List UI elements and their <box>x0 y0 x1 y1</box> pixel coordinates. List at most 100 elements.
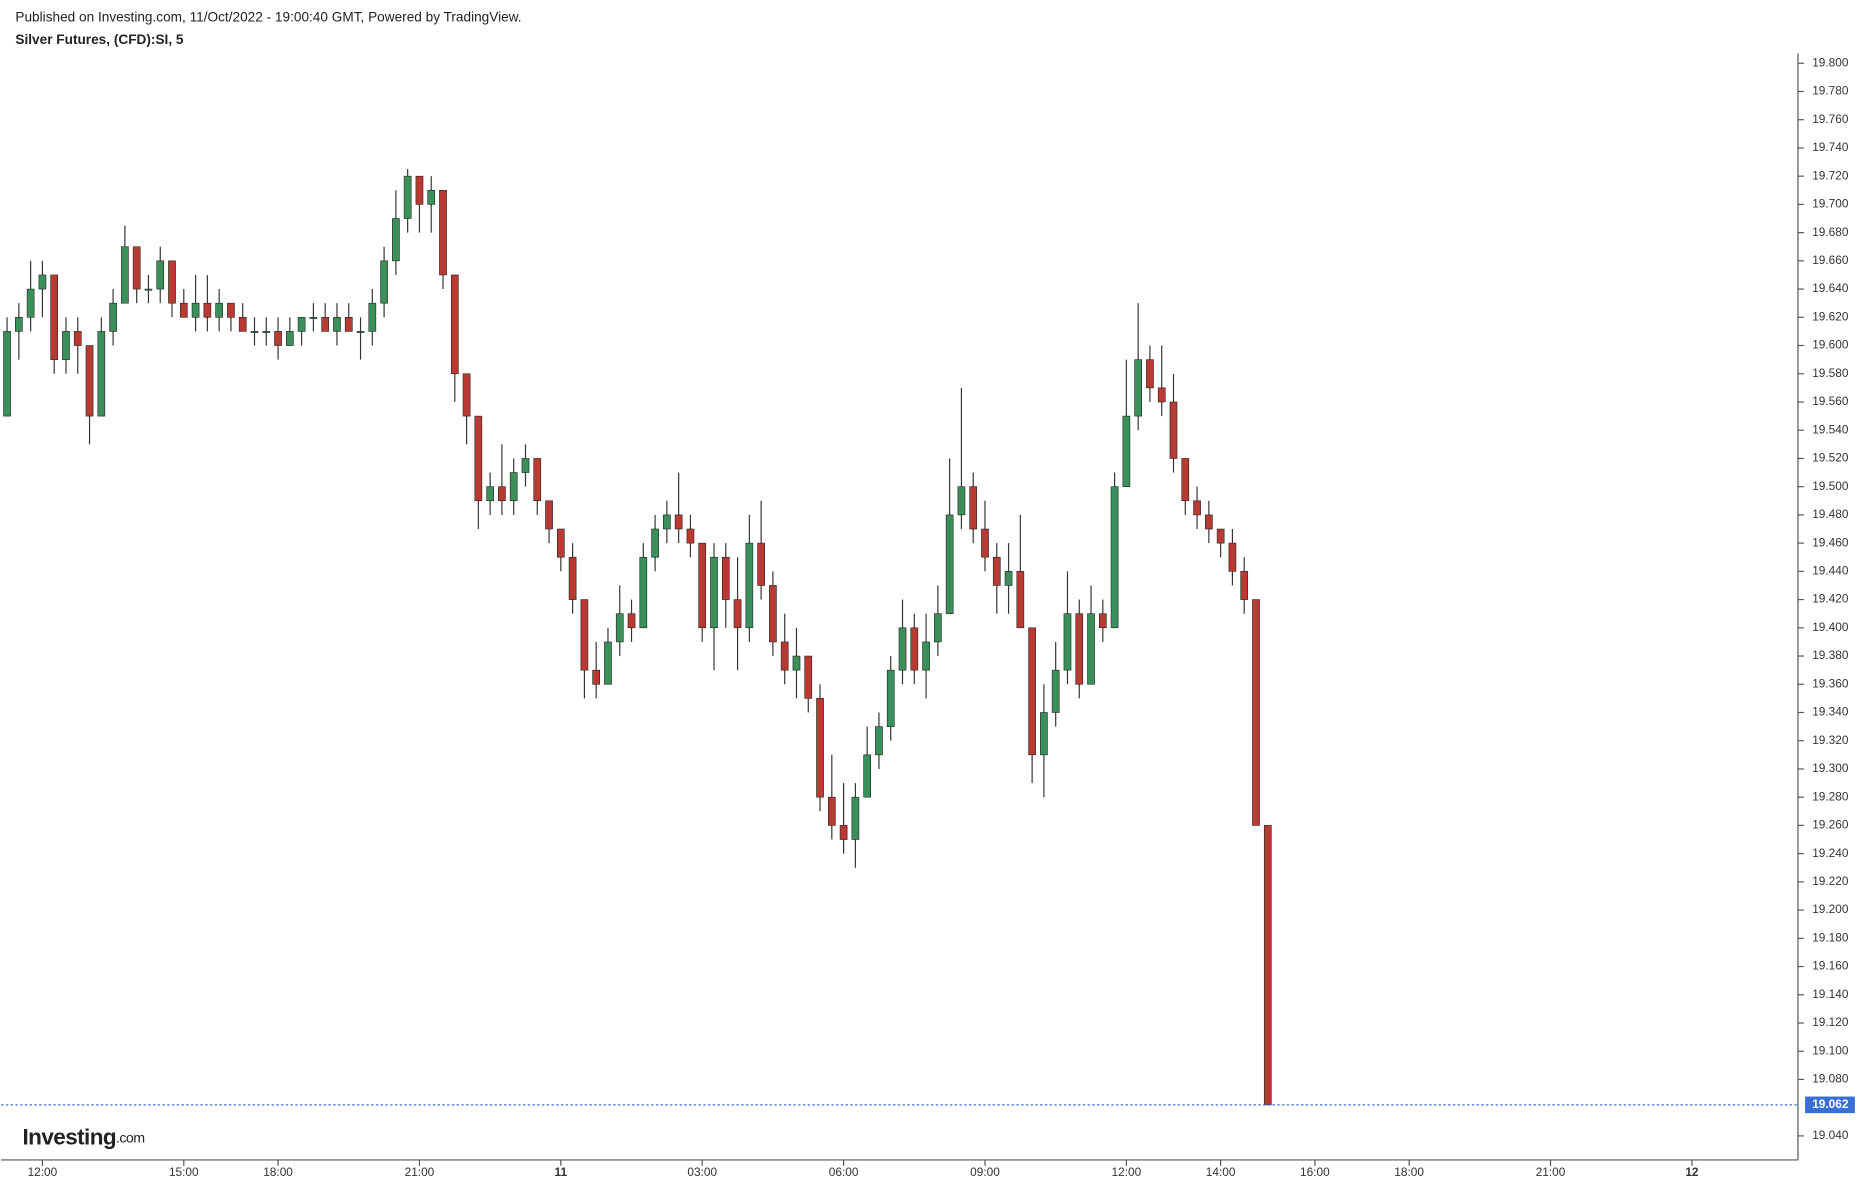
y-tick-label: 19.600 <box>1812 338 1849 352</box>
candle-body <box>757 542 765 586</box>
candle-body <box>450 274 459 375</box>
candle-body <box>250 331 259 333</box>
candle-body <box>1122 415 1131 487</box>
candle-body <box>674 514 683 530</box>
candle-body <box>62 331 70 360</box>
candle-body <box>1016 571 1025 629</box>
y-tick-label: 19.200 <box>1812 902 1849 916</box>
y-tick-label: 19.580 <box>1812 366 1849 380</box>
candle-body <box>109 302 117 332</box>
candle-body <box>309 317 318 319</box>
candle-body <box>957 486 966 516</box>
candle-body <box>1240 571 1249 600</box>
candle-body <box>462 373 471 417</box>
candle-body <box>627 613 636 629</box>
candle-body <box>686 528 695 544</box>
y-tick-label: 19.080 <box>1812 1072 1849 1086</box>
y-tick-label: 19.220 <box>1812 874 1849 888</box>
candle-body <box>97 331 106 417</box>
candle-body <box>557 528 565 558</box>
candle-body <box>969 486 978 530</box>
candle-body <box>274 331 282 346</box>
candle-body <box>1134 359 1142 417</box>
candle-body <box>981 528 989 558</box>
x-tick-label: 15:00 <box>169 1165 199 1179</box>
y-tick-label: 19.400 <box>1812 620 1849 634</box>
candle-body <box>1228 542 1237 572</box>
candle-body <box>1063 613 1072 671</box>
x-tick-label: 09:00 <box>970 1165 1000 1179</box>
x-tick-label: 18:00 <box>1394 1165 1424 1179</box>
x-tick-label: 03:00 <box>687 1165 717 1179</box>
candle-body <box>144 288 153 291</box>
candle-body <box>804 655 813 699</box>
candle-body <box>38 274 47 290</box>
logo-suffix: .com <box>116 1130 144 1146</box>
candle-body <box>545 500 553 530</box>
y-tick-label: 19.360 <box>1812 676 1849 690</box>
y-tick-label: 19.520 <box>1812 451 1849 465</box>
chart-title: Silver Futures, (CFD):SI, 5 <box>15 32 183 47</box>
candle-body <box>1193 500 1201 516</box>
candle-body <box>168 260 176 304</box>
candle-body <box>1075 613 1084 685</box>
candle-body <box>392 218 400 262</box>
candle-body <box>639 556 648 629</box>
candle-body <box>474 415 483 502</box>
candle-body <box>203 302 212 318</box>
candle-body <box>521 458 530 473</box>
candle-body <box>651 528 659 558</box>
y-tick-label: 19.500 <box>1812 479 1849 493</box>
candle-body <box>1263 825 1272 1106</box>
y-tick-label: 19.460 <box>1812 535 1849 549</box>
candle-body <box>851 796 860 840</box>
candle-body <box>1205 514 1213 530</box>
x-tick-label: 18:00 <box>263 1165 293 1179</box>
candle-body <box>1110 486 1119 629</box>
candle-body <box>898 627 907 671</box>
candle-body <box>568 556 577 600</box>
candle-body <box>15 317 23 332</box>
candle-body <box>344 317 353 332</box>
candle-body <box>1098 613 1107 629</box>
candle-body <box>769 585 777 643</box>
candle-body <box>85 345 94 417</box>
candle-body <box>1051 669 1060 713</box>
candle-body <box>615 613 624 643</box>
candle-body <box>863 754 872 798</box>
y-tick-label: 19.760 <box>1812 112 1849 126</box>
candle-body <box>1216 528 1225 544</box>
x-tick-label: 11 <box>555 1165 568 1179</box>
candle-body <box>50 274 59 360</box>
last-price-label: 19.062 <box>1812 1097 1849 1111</box>
candle-body <box>238 317 247 332</box>
candle-body <box>934 613 942 643</box>
candle-body <box>368 302 377 332</box>
published-note: Published on Investing.com, 11/Oct/2022 … <box>15 9 521 24</box>
candle-body <box>26 288 35 318</box>
y-tick-label: 19.680 <box>1812 225 1849 239</box>
y-tick-label: 19.560 <box>1812 394 1849 408</box>
candle-body <box>1146 359 1154 389</box>
candle-body <box>698 542 707 629</box>
candle-body <box>1181 458 1190 502</box>
candle-body <box>156 260 165 290</box>
candle-body <box>227 302 235 318</box>
candle-body <box>380 260 388 304</box>
candle-body <box>816 698 824 798</box>
candle-body <box>922 641 930 671</box>
y-tick-label: 19.420 <box>1812 592 1849 606</box>
candle-body <box>297 317 306 332</box>
candle-body <box>1169 401 1178 459</box>
x-tick-label: 12 <box>1685 1165 1699 1179</box>
candle-body <box>780 641 789 671</box>
candle-body <box>533 458 542 502</box>
x-tick-label: 12:00 <box>1112 1165 1142 1179</box>
logo-text: Investing <box>23 1125 117 1150</box>
y-tick-label: 19.340 <box>1812 705 1849 719</box>
y-tick-label: 19.620 <box>1812 309 1849 323</box>
candle-body <box>191 302 200 318</box>
candle-body <box>333 317 341 332</box>
candle-body <box>262 331 271 333</box>
